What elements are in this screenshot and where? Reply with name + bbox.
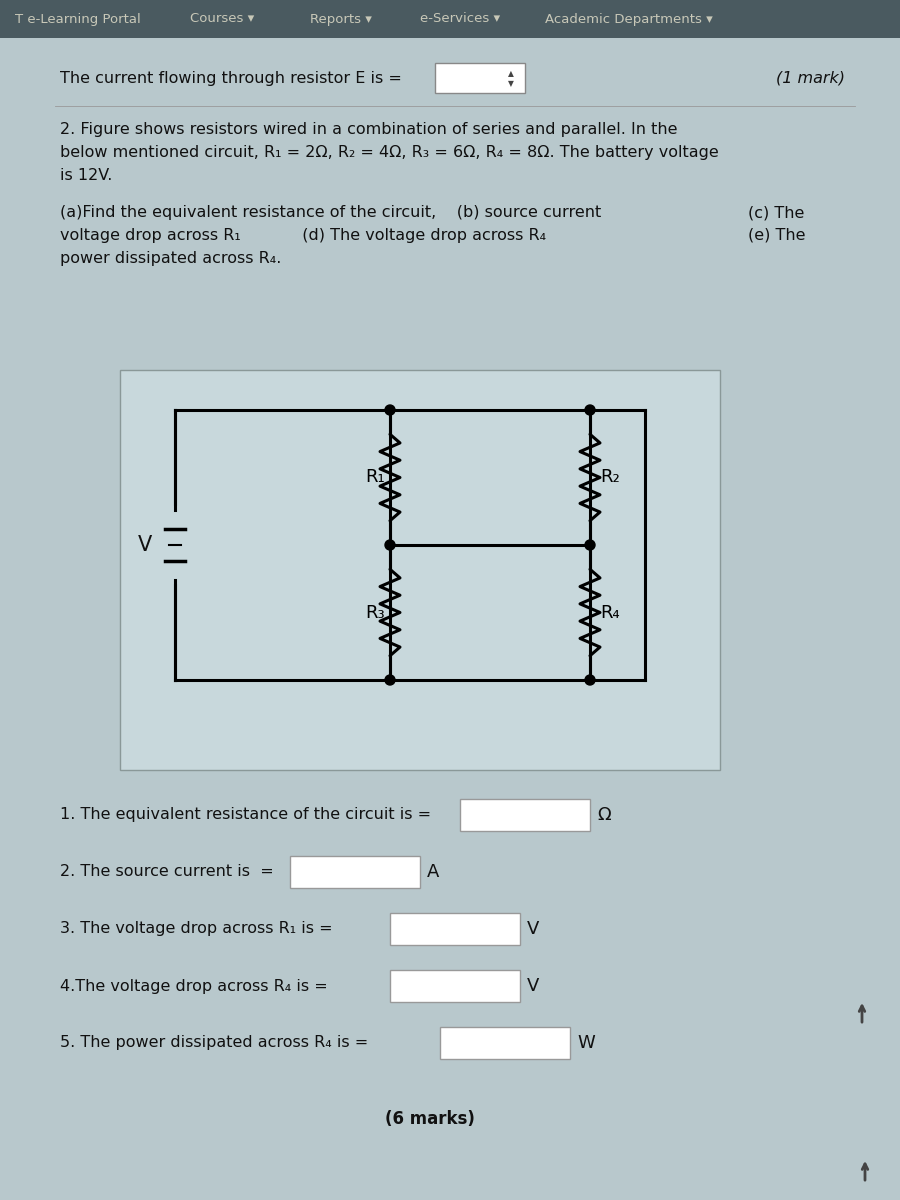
Circle shape	[385, 404, 395, 415]
Bar	[390, 970, 520, 1002]
Circle shape	[585, 674, 595, 685]
Text: V: V	[527, 920, 539, 938]
Text: (c) The: (c) The	[748, 205, 805, 220]
Text: R₂: R₂	[600, 468, 620, 486]
Text: V: V	[527, 977, 539, 995]
Text: (6 marks): (6 marks)	[385, 1110, 475, 1128]
Text: 2. Figure shows resistors wired in a combination of series and parallel. In the: 2. Figure shows resistors wired in a com…	[60, 122, 678, 137]
Circle shape	[385, 674, 395, 685]
Bar	[390, 913, 520, 946]
Text: Ω: Ω	[597, 806, 610, 824]
Text: Academic Departments ▾: Academic Departments ▾	[545, 12, 713, 25]
Text: 4.The voltage drop across R₄ is =: 4.The voltage drop across R₄ is =	[60, 978, 328, 994]
Text: ▲: ▲	[508, 70, 514, 78]
Bar	[120, 370, 720, 770]
Text: power dissipated across R₄.: power dissipated across R₄.	[60, 251, 282, 266]
Text: (e) The: (e) The	[748, 228, 806, 242]
Text: R₄: R₄	[600, 604, 619, 622]
Bar	[290, 856, 420, 888]
Text: below mentioned circuit, R₁ = 2Ω, R₂ = 4Ω, R₃ = 6Ω, R₄ = 8Ω. The battery voltage: below mentioned circuit, R₁ = 2Ω, R₂ = 4…	[60, 145, 719, 160]
Circle shape	[385, 540, 395, 550]
Text: 2. The source current is  =: 2. The source current is =	[60, 864, 274, 880]
Bar	[0, 0, 900, 38]
Bar	[435, 62, 525, 92]
Text: The current flowing through resistor E is =: The current flowing through resistor E i…	[60, 71, 402, 85]
Text: R₃: R₃	[365, 604, 385, 622]
Text: e-Services ▾: e-Services ▾	[420, 12, 500, 25]
Text: 3. The voltage drop across R₁ is =: 3. The voltage drop across R₁ is =	[60, 922, 333, 936]
Text: Courses ▾: Courses ▾	[190, 12, 254, 25]
Text: R₁: R₁	[365, 468, 385, 486]
Circle shape	[585, 540, 595, 550]
Text: 5. The power dissipated across R₄ is =: 5. The power dissipated across R₄ is =	[60, 1036, 368, 1050]
Text: (a)Find the equivalent resistance of the circuit,    (b) source current: (a)Find the equivalent resistance of the…	[60, 205, 601, 220]
Text: voltage drop across R₁            (d) The voltage drop across R₄: voltage drop across R₁ (d) The voltage d…	[60, 228, 546, 242]
Bar	[440, 1027, 570, 1058]
Text: T e-Learning Portal: T e-Learning Portal	[15, 12, 140, 25]
Text: is 12V.: is 12V.	[60, 168, 112, 182]
Text: W: W	[577, 1034, 595, 1052]
Text: Reports ▾: Reports ▾	[310, 12, 372, 25]
Text: A: A	[427, 863, 439, 881]
Text: (1 mark): (1 mark)	[776, 71, 845, 85]
Text: 1. The equivalent resistance of the circuit is =: 1. The equivalent resistance of the circ…	[60, 808, 431, 822]
Circle shape	[585, 404, 595, 415]
Text: V: V	[138, 535, 152, 554]
Bar	[460, 799, 590, 830]
Text: ▼: ▼	[508, 79, 514, 89]
